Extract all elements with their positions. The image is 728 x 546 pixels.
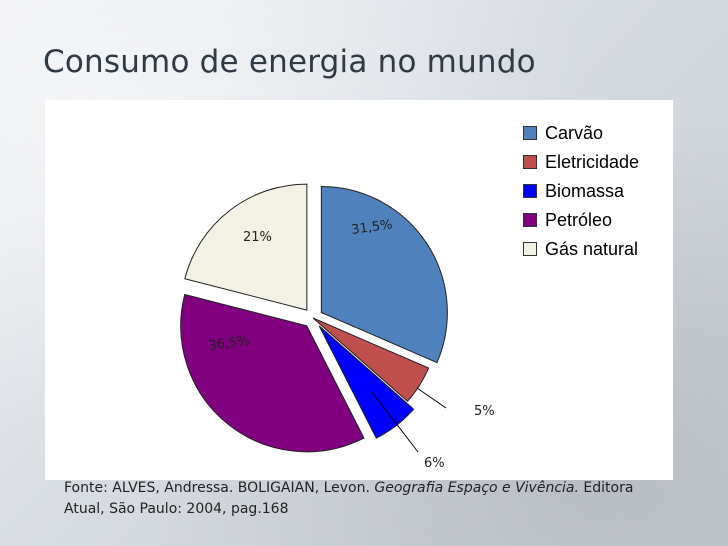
source-line-2: Atual, São Paulo: 2004, pag.168 bbox=[64, 501, 289, 517]
legend-label: Biomassa bbox=[545, 180, 625, 201]
data-label: 31,5% bbox=[350, 217, 393, 238]
legend-label: Eletricidade bbox=[545, 151, 640, 172]
legend-item: Biomassa bbox=[523, 177, 624, 205]
pie-slice-petroleo bbox=[180, 293, 365, 453]
legend-swatch bbox=[523, 155, 537, 169]
legend-item: Gás natural bbox=[523, 235, 638, 263]
source-suffix: Editora bbox=[578, 480, 634, 496]
data-label: 5% bbox=[474, 404, 495, 419]
data-label: 21% bbox=[243, 230, 272, 245]
legend-label: Gás natural bbox=[545, 238, 639, 259]
leader-line bbox=[371, 391, 419, 453]
legend-swatch bbox=[523, 184, 537, 198]
data-label: 36,5% bbox=[207, 333, 250, 354]
source-book-title: Geografia Espaço e Vivência. bbox=[374, 480, 579, 496]
source-prefix: Fonte: ALVES, Andressa. BOLIGAIAN, Levon… bbox=[64, 480, 375, 496]
source-citation: Fonte: ALVES, Andressa. BOLIGAIAN, Levon… bbox=[64, 478, 704, 520]
data-label: 6% bbox=[424, 456, 445, 471]
legend-item: Eletricidade bbox=[523, 148, 639, 176]
legend-label: Carvão bbox=[545, 122, 604, 143]
legend-swatch bbox=[523, 126, 537, 140]
pie-slice-biomassa bbox=[318, 325, 415, 439]
legend-item: Carvão bbox=[523, 119, 603, 147]
legend-swatch bbox=[523, 242, 537, 256]
pie-slice-gas-natural bbox=[184, 183, 308, 311]
leader-line bbox=[416, 387, 447, 409]
legend-item: Petróleo bbox=[523, 206, 612, 234]
pie-slice-carvao bbox=[320, 186, 448, 364]
slide-title: Consumo de energia no mundo bbox=[43, 44, 536, 80]
chart-legend: Carvão Eletricidade Biomassa Petróleo Gás na… bbox=[515, 117, 663, 267]
legend-swatch bbox=[523, 213, 537, 227]
pie-slice-eletricidade bbox=[312, 317, 430, 403]
legend-label: Petróleo bbox=[545, 209, 613, 230]
